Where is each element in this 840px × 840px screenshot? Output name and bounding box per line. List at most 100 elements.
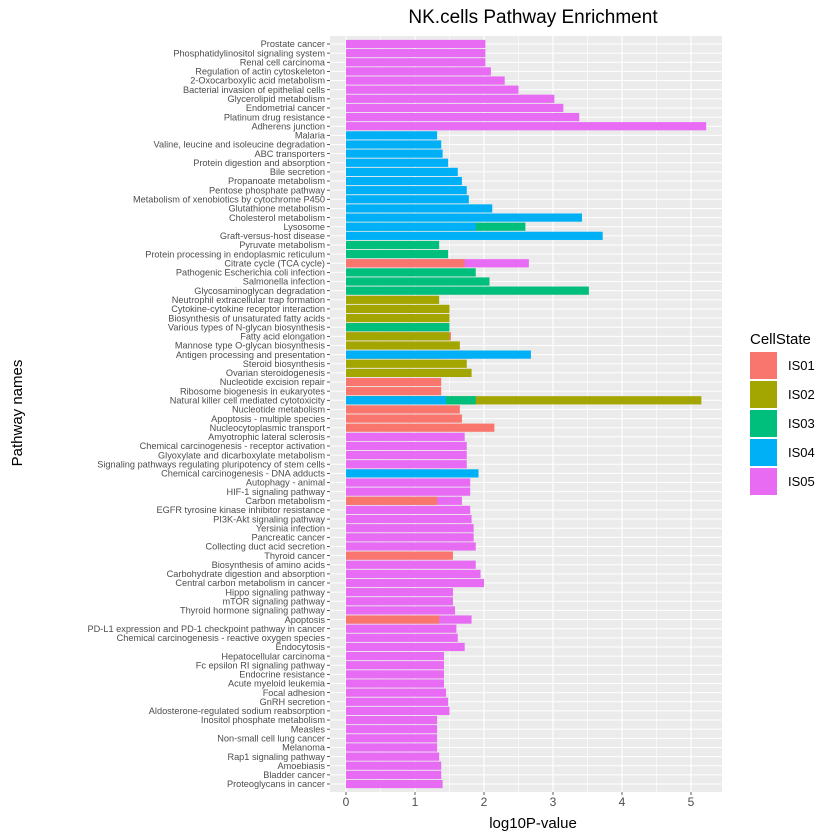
y-tick-label: Chemical carcinogenesis - reactive oxyge… (117, 633, 326, 643)
y-tick-label: Thyroid cancer (264, 551, 325, 561)
bar-is05 (346, 441, 467, 451)
x-tick-label: 0 (343, 795, 350, 809)
bar-is05 (346, 679, 444, 688)
y-tick-label: Cholesterol metabolism (229, 213, 325, 223)
y-tick-label: Carbon metabolism (245, 496, 325, 506)
y-tick-label: Autophagy - animal (246, 478, 325, 488)
bar-is05 (346, 560, 476, 569)
y-tick-label: Central carbon metabolism in cancer (175, 578, 325, 588)
y-tick-label: mTOR signaling pathway (223, 596, 326, 606)
bar-is05 (346, 451, 467, 460)
y-tick-label: Bacterial invasion of epithelial cells (183, 85, 325, 95)
y-tick-label: Yersinia infection (256, 523, 325, 533)
y-tick-label: Aldosterone-regulated sodium reabsorptio… (149, 706, 325, 716)
y-tick-label: Citrate cycle (TCA cycle) (224, 258, 325, 268)
y-tick-label: Mannose type O-glycan biosynthesis (175, 341, 326, 351)
bar-is01 (346, 387, 442, 396)
bar-is04 (346, 186, 467, 195)
y-tick-label: HIF-1 signaling pathway (226, 487, 325, 497)
y-tick-label: Metabolism of xenobiotics by cytochrome … (133, 195, 325, 205)
bar-is05 (346, 725, 438, 734)
y-tick-label: Pancreatic cancer (251, 533, 325, 543)
bar-is05 (346, 588, 453, 597)
bar-is05 (346, 606, 456, 615)
legend-swatch-is05 (750, 468, 777, 495)
y-tick-label: Glyoxylate and dicarboxylate metabolism (158, 450, 325, 460)
bar-is04 (346, 350, 531, 359)
bar-is05 (346, 633, 458, 642)
y-tick-label: Hippo signaling pathway (225, 587, 325, 597)
bar-is04 (346, 167, 458, 177)
y-tick-label: PD-L1 expression and PD-1 checkpoint pat… (88, 624, 325, 634)
bar-is05 (346, 460, 467, 469)
bar-is05 (346, 779, 443, 789)
y-tick-label: Protein digestion and absorption (193, 158, 325, 168)
y-tick-label: Salmonella infection (243, 277, 325, 287)
bar-is04 (346, 195, 469, 204)
bar-is04 (346, 204, 493, 213)
y-tick-label: Graft-versus-host disease (220, 231, 325, 241)
y-tick-label: Endocrine resistance (239, 670, 325, 680)
bar-is03 (346, 286, 589, 295)
y-tick-label: Measles (291, 724, 326, 734)
y-tick-label: Lysosome (283, 222, 325, 232)
legend-label-is04: IS04 (788, 445, 815, 460)
legend-label-is01: IS01 (788, 358, 815, 373)
bar-is03 (346, 268, 476, 277)
bar-is02 (346, 341, 460, 350)
bar-is01 (346, 414, 462, 423)
y-tick-label: Apoptosis - multiple species (211, 414, 325, 424)
bar-is05 (346, 533, 474, 542)
bar-is02 (346, 304, 450, 314)
y-tick-label: Biosynthesis of unsaturated fatty acids (168, 313, 325, 323)
y-tick-label: Amoebiasis (278, 761, 326, 771)
bar-is05 (346, 761, 442, 770)
y-tick-label: Endometrial cancer (246, 103, 325, 113)
x-tick-label: 1 (412, 795, 419, 809)
y-tick-label: Glutathione metabolism (228, 204, 325, 214)
y-tick-label: Glycosaminoglycan degradation (194, 286, 325, 296)
y-tick-label: Fc epsilon RI signaling pathway (196, 660, 326, 670)
y-tick-label: Prostate cancer (261, 39, 325, 49)
bar-is05 (346, 49, 486, 58)
bar-is05 (346, 39, 486, 49)
y-tick-label: Pathogenic Escherichia coli infection (176, 268, 325, 278)
bar-is05 (346, 770, 442, 779)
y-tick-label: GnRH secretion (260, 697, 325, 707)
y-tick-label: Protein processing in endoplasmic reticu… (145, 249, 325, 259)
bar-is02 (346, 313, 450, 323)
y-tick-label: Melanoma (282, 743, 326, 753)
y-tick-label: Thyroid hormone signaling pathway (180, 606, 325, 616)
bar-is04 (346, 469, 479, 478)
bar-is04 (346, 158, 449, 167)
bar-is05 (346, 542, 476, 551)
y-tick-label: Biosynthesis of amino acids (212, 560, 326, 570)
bar-is02 (346, 396, 702, 405)
bar-is01 (346, 551, 453, 560)
bar-is04 (346, 176, 462, 186)
y-tick-label: Bladder cancer (263, 770, 325, 780)
y-tick-label: Pyruvate metabolism (239, 240, 325, 250)
bar-is05 (346, 432, 465, 441)
bar-is05 (346, 478, 471, 487)
bar-is05 (346, 94, 555, 103)
y-tick-label: Proteoglycans in cancer (227, 779, 325, 789)
bar-is05 (346, 697, 449, 706)
bar-is04 (346, 231, 603, 240)
y-tick-label: Nucleotide excision repair (220, 377, 325, 387)
y-tick-label: Focal adhesion (263, 688, 325, 698)
bar-is01 (346, 423, 495, 432)
y-tick-label: Fatty acid elongation (240, 332, 325, 342)
bar-is03 (346, 240, 440, 250)
bar-is05 (346, 651, 444, 661)
y-tick-label: Phosphatidylinositol signaling system (173, 48, 325, 58)
bar-is05 (346, 514, 472, 524)
bar-is05 (346, 505, 471, 515)
bar-is03 (346, 277, 490, 286)
legend-title: CellState (750, 331, 811, 348)
y-tick-label: 2-Oxocarboxylic acid metabolism (190, 76, 325, 86)
y-tick-label: Regulation of actin cytoskeleton (195, 67, 325, 77)
y-tick-label: Ribosome biogenesis in eukaryotes (180, 386, 325, 396)
